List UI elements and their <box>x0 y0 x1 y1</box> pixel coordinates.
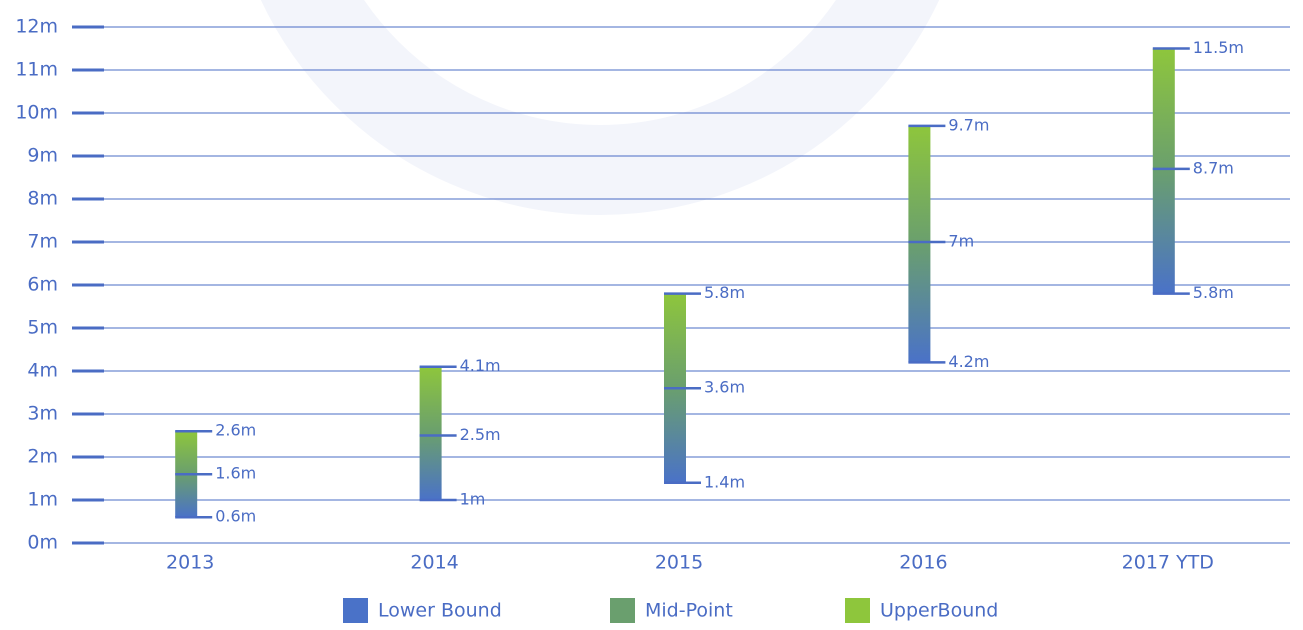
x-tick-label: 2016 <box>899 552 947 574</box>
legend-label: Lower Bound <box>378 600 502 622</box>
x-tick-label: 2014 <box>410 552 458 574</box>
range-bar <box>908 125 931 363</box>
value-label: 11.5m <box>1193 38 1244 57</box>
value-label: 4.1m <box>460 356 501 375</box>
y-tick-label: 5m <box>27 317 58 339</box>
legend-swatch <box>610 598 635 623</box>
y-tick-label: 12m <box>15 16 58 38</box>
range-bar <box>419 366 442 500</box>
legend-swatch <box>845 598 870 623</box>
legend-label: UpperBound <box>880 600 998 622</box>
y-tick-label: 7m <box>27 231 58 253</box>
watermark <box>260 0 940 215</box>
y-tick-label: 2m <box>27 446 58 468</box>
value-label: 1.6m <box>215 464 256 483</box>
value-label: 8.7m <box>1193 158 1234 177</box>
x-tick-label: 2013 <box>166 552 214 574</box>
y-tick-label: 4m <box>27 360 58 382</box>
value-label: 9.7m <box>948 115 989 134</box>
x-tick-label: 2015 <box>655 552 703 574</box>
value-label: 2.6m <box>215 421 256 440</box>
value-label: 5.8m <box>1193 283 1234 302</box>
y-tick-label: 9m <box>27 145 58 167</box>
legend-label: Mid-Point <box>645 600 733 622</box>
x-tick-label: 2017 YTD <box>1122 552 1214 574</box>
y-tick-label: 3m <box>27 403 58 425</box>
value-label: 4.2m <box>948 352 989 371</box>
value-label: 0.6m <box>215 507 256 526</box>
y-tick-label: 0m <box>27 532 58 554</box>
value-label: 1.4m <box>704 472 745 491</box>
value-label: 7m <box>948 232 974 251</box>
y-tick-label: 8m <box>27 188 58 210</box>
value-label: 1m <box>460 490 486 509</box>
value-label: 2.5m <box>460 425 501 444</box>
value-label: 5.8m <box>704 283 745 302</box>
y-tick-label: 6m <box>27 274 58 296</box>
range-bar <box>1152 48 1175 294</box>
y-tick-label: 11m <box>15 59 58 81</box>
value-label: 3.6m <box>704 378 745 397</box>
y-tick-label: 1m <box>27 489 58 511</box>
legend-swatch <box>343 598 368 623</box>
y-tick-label: 10m <box>15 102 58 124</box>
